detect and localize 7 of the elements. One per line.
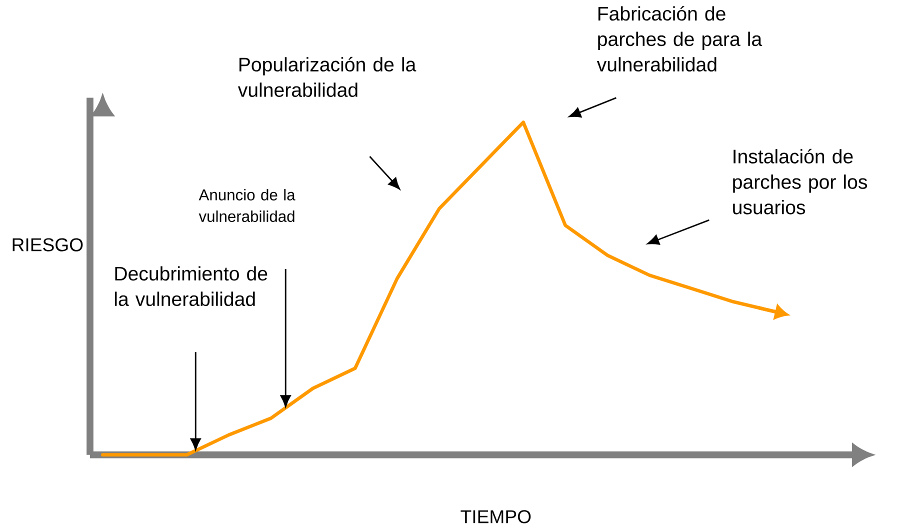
annotation: Anuncio de la vulnerabilidad [198,188,296,222]
annotation: Decubrimiento de la vulnerabilidad [114,266,268,306]
annotation: Instalación de parches por los usuarios [733,148,867,214]
x-axis-title: TIEMPO [460,510,531,524]
text: Popularización de la vulnerabilidad [238,56,416,97]
y-axis-title: RIESGO [12,238,83,252]
text: Fabricación de parches de para la vulnerabilidad [596,6,762,72]
